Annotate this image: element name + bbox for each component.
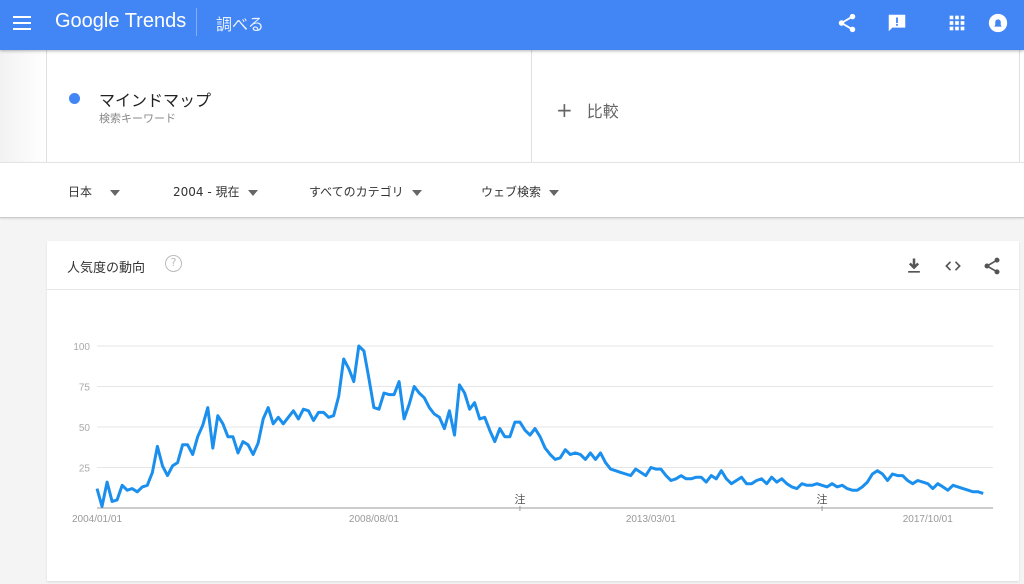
plus-icon: + xyxy=(556,98,573,122)
menu-icon[interactable] xyxy=(13,16,31,30)
card-header: 人気度の動向 ? xyxy=(47,241,1019,290)
search-type-dropdown[interactable]: ウェブ検索 xyxy=(481,183,559,200)
term-type: 検索キーワード xyxy=(99,110,176,126)
x-tick-label: 2004/01/01 xyxy=(72,514,122,525)
x-tick-label: 2008/08/01 xyxy=(349,514,399,525)
search-type-label: ウェブ検索 xyxy=(481,185,541,199)
region-label: 日本 xyxy=(68,185,92,199)
google-trends-logo[interactable]: Google Trends xyxy=(55,10,186,33)
chevron-down-icon xyxy=(110,190,120,196)
left-gutter xyxy=(0,50,46,162)
y-tick-label: 75 xyxy=(79,383,91,394)
explore-title: 調べる xyxy=(216,11,264,35)
y-tick-label: 50 xyxy=(79,423,91,434)
search-terms-area: マインドマップ 検索キーワード + 比較 xyxy=(0,50,1024,162)
time-range-label: 2004 - 現在 xyxy=(173,185,240,199)
category-label: すべてのカテゴリ xyxy=(309,185,404,199)
chevron-down-icon xyxy=(549,190,559,196)
card-title: 人気度の動向 xyxy=(67,257,145,276)
series-line xyxy=(97,346,983,506)
region-dropdown[interactable]: 日本 xyxy=(68,183,120,200)
embed-icon[interactable] xyxy=(943,256,963,276)
x-tick-label: 2017/10/01 xyxy=(903,514,953,525)
y-tick-label: 100 xyxy=(73,342,90,353)
compare-label: 比較 xyxy=(587,102,619,121)
trend-line-chart: 100 75 50 25 2004/01/01 2008/08/01 2013/03/01 2… xyxy=(47,290,1019,580)
filter-bar: 日本 2004 - 現在 すべてのカテゴリ ウェブ検索 xyxy=(0,162,1024,218)
annotation-note: 注 xyxy=(817,492,828,506)
compare-button[interactable]: + 比較 xyxy=(556,98,619,122)
term-color-dot xyxy=(69,93,80,104)
notifications-icon[interactable] xyxy=(987,12,1009,34)
search-term-card[interactable]: マインドマップ 検索キーワード xyxy=(46,50,532,162)
y-tick-label: 25 xyxy=(79,464,91,475)
feedback-icon[interactable] xyxy=(886,12,908,34)
term-name[interactable]: マインドマップ xyxy=(99,87,211,111)
chevron-down-icon xyxy=(248,190,258,196)
time-range-dropdown[interactable]: 2004 - 現在 xyxy=(173,183,258,200)
share-icon[interactable] xyxy=(836,12,858,34)
interest-over-time-card: 人気度の動向 ? 100 75 50 25 2004/01/01 2008/08/01 20… xyxy=(47,241,1019,581)
top-bar: Google Trends 調べる xyxy=(0,0,1024,50)
share-icon[interactable] xyxy=(982,256,1002,276)
apps-icon[interactable] xyxy=(946,12,968,34)
divider xyxy=(196,8,197,36)
annotation-note: 注 xyxy=(514,492,525,506)
divider xyxy=(1019,50,1020,162)
x-tick-label: 2013/03/01 xyxy=(626,514,676,525)
help-icon[interactable]: ? xyxy=(165,255,182,272)
chevron-down-icon xyxy=(412,190,422,196)
download-icon[interactable] xyxy=(904,256,924,276)
category-dropdown[interactable]: すべてのカテゴリ xyxy=(309,183,422,200)
